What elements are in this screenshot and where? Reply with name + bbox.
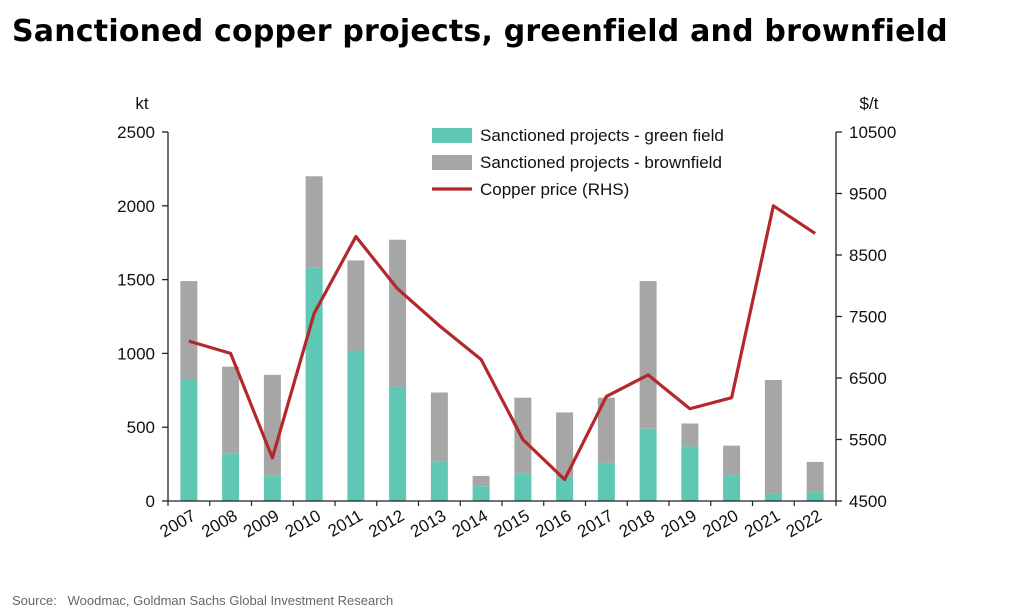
bar-greenfield-2013 [430, 461, 448, 501]
bar-brownfield-2018 [639, 281, 657, 429]
bar-brownfield-2020 [723, 445, 741, 476]
left-axis-unit: kt [135, 94, 149, 113]
copper-price-line [188, 204, 817, 482]
axes-layer: 0 500 1000 1500 2000 2500 4500 5500 6500 7500 8500… [117, 94, 896, 541]
x-tick-label-2009: 2009 [240, 506, 282, 541]
bar-layer [180, 176, 824, 501]
bar-greenfield-2008 [222, 453, 240, 501]
legend-label-brownfield: Sanctioned projects - brownfield [480, 153, 722, 172]
x-tick-label-2014: 2014 [449, 506, 491, 541]
bar-greenfield-2011 [347, 350, 365, 501]
x-tick-label-2016: 2016 [532, 506, 574, 541]
left-tick-label: 2500 [117, 123, 155, 142]
left-tick-label: 500 [127, 418, 155, 437]
bar-greenfield-2021 [764, 493, 782, 501]
bar-brownfield-2019 [681, 423, 699, 447]
legend-label-price: Copper price (RHS) [480, 180, 629, 199]
bar-brownfield-2008 [222, 366, 240, 454]
x-tick-label-2021: 2021 [741, 506, 783, 541]
x-tick-label-2010: 2010 [282, 506, 324, 541]
right-tick-label: 4500 [849, 492, 887, 511]
bar-brownfield-2017 [597, 397, 615, 463]
bar-greenfield-2018 [639, 428, 657, 501]
right-tick-label: 8500 [849, 246, 887, 265]
bar-greenfield-2019 [681, 446, 699, 501]
bar-greenfield-2020 [723, 475, 741, 501]
x-tick-label-2011: 2011 [325, 506, 366, 541]
bar-brownfield-2021 [764, 379, 782, 494]
right-tick-label: 7500 [849, 308, 887, 327]
right-axis-unit: $/t [860, 94, 879, 113]
legend-swatch-greenfield [432, 128, 472, 143]
legend: Sanctioned projects - green field Sanctio… [432, 126, 724, 199]
bar-brownfield-2015 [514, 397, 532, 474]
right-tick-label: 9500 [849, 185, 887, 204]
x-tick-label-2022: 2022 [783, 506, 825, 541]
left-tick-label: 1000 [117, 344, 155, 363]
left-tick-label: 0 [146, 492, 155, 511]
bar-brownfield-2009 [263, 374, 281, 476]
price-line-layer [188, 204, 817, 482]
bar-greenfield-2012 [389, 386, 407, 501]
x-tick-label-2017: 2017 [574, 506, 616, 541]
bar-brownfield-2013 [430, 392, 448, 462]
x-tick-label-2019: 2019 [658, 506, 700, 541]
x-tick-label-2007: 2007 [157, 506, 199, 541]
left-tick-label: 1500 [117, 271, 155, 290]
x-tick-label-2018: 2018 [616, 506, 658, 541]
bar-greenfield-2014 [472, 486, 490, 501]
right-tick-label: 5500 [849, 431, 887, 450]
legend-label-greenfield: Sanctioned projects - green field [480, 126, 724, 145]
bar-brownfield-2014 [472, 475, 490, 487]
bar-brownfield-2007 [180, 281, 198, 380]
bar-brownfield-2016 [556, 412, 574, 478]
bar-brownfield-2012 [389, 239, 407, 387]
x-tick-label-2012: 2012 [365, 506, 407, 541]
legend-swatch-brownfield [432, 155, 472, 170]
bar-brownfield-2022 [806, 461, 824, 493]
bar-greenfield-2015 [514, 473, 532, 501]
x-tick-label-2020: 2020 [699, 506, 741, 541]
left-tick-label: 2000 [117, 197, 155, 216]
bar-brownfield-2010 [305, 176, 323, 268]
bar-greenfield-2017 [597, 462, 615, 501]
bar-greenfield-2007 [180, 379, 198, 501]
chart-title: Sanctioned copper projects, greenfield a… [12, 14, 948, 49]
bar-greenfield-2009 [263, 475, 281, 501]
x-tick-label-2013: 2013 [407, 506, 449, 541]
right-tick-label: 10500 [849, 123, 896, 142]
source-note: Source: Woodmac, Goldman Sachs Global In… [12, 593, 394, 608]
bar-greenfield-2016 [556, 477, 574, 501]
bar-greenfield-2022 [806, 492, 824, 501]
x-tick-label-2015: 2015 [491, 506, 533, 541]
right-tick-label: 6500 [849, 369, 887, 388]
x-tick-label-2008: 2008 [198, 506, 240, 541]
bar-brownfield-2011 [347, 260, 365, 351]
